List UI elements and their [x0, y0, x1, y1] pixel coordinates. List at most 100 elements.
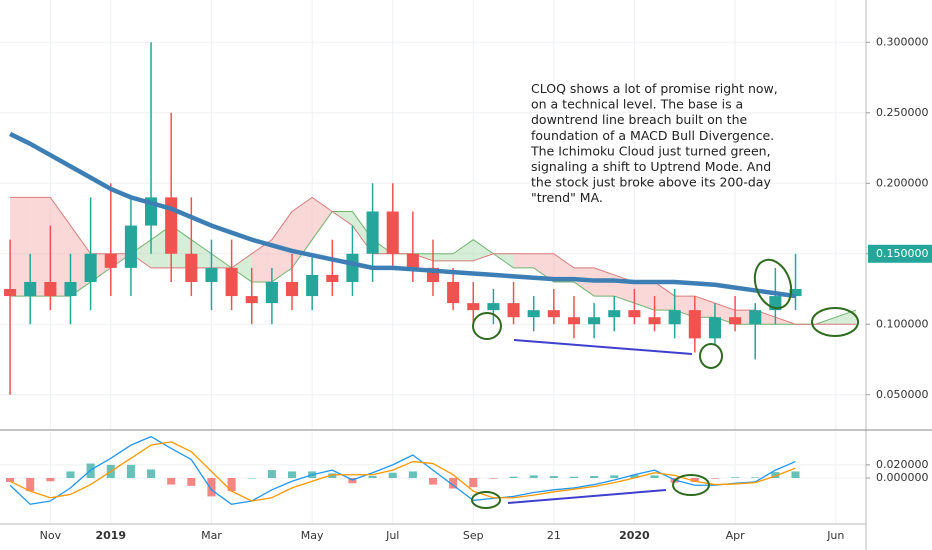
candle-body: [185, 253, 198, 282]
histogram-bar: [227, 478, 236, 492]
candle-body: [729, 317, 742, 325]
candle-body: [104, 253, 117, 268]
histogram-bar: [710, 478, 719, 479]
y-tick-label: 0.200000: [876, 176, 929, 189]
drawings: [471, 258, 859, 509]
last-price-badge: [868, 244, 932, 263]
histogram-bar: [569, 476, 579, 478]
annotation-line: The Ichimoku Cloud just turned green,: [530, 143, 771, 158]
x-tick-label: Jul: [385, 529, 399, 542]
x-tick-label: Sep: [463, 529, 484, 542]
annotation-line: on a technical level. The base is a: [531, 97, 743, 112]
histogram-bar: [630, 474, 639, 478]
candle-body: [306, 274, 319, 297]
histogram-bar: [449, 478, 458, 489]
x-tick-label: 2020: [619, 529, 650, 542]
grid: [0, 0, 866, 524]
axes: 0.050000 0.100000 0.150000 0.200000 0.250000…: [40, 35, 932, 542]
trend-line: [513, 339, 693, 355]
cloud-segment: [533, 253, 554, 282]
histogram-bar: [771, 472, 780, 478]
histogram-bar: [751, 477, 760, 478]
histogram-bar: [469, 478, 478, 488]
moving-average: [9, 131, 796, 299]
cloud-segment: [453, 239, 474, 261]
candle-body: [507, 303, 520, 318]
highlight-ellipse: [472, 312, 502, 340]
cloud-segment: [211, 253, 232, 268]
trend-line: [507, 489, 667, 504]
histogram-bar: [368, 476, 377, 478]
histogram-bar: [328, 473, 337, 478]
cloud-segment: [292, 197, 313, 268]
histogram-bar: [731, 477, 740, 478]
histogram-bar: [46, 478, 55, 482]
histogram-bar: [348, 478, 357, 484]
cloud-segment: [473, 239, 494, 261]
annotation-line: "trend" MA.: [531, 190, 603, 205]
candle-body: [326, 274, 339, 282]
highlight-ellipse: [753, 258, 793, 310]
candle-body: [225, 267, 238, 297]
histogram-bar: [187, 478, 196, 486]
histogram-bar: [791, 471, 800, 478]
x-tick-label: Mar: [201, 529, 222, 542]
candle-body: [467, 303, 480, 311]
macd-line: [9, 435, 796, 505]
plot: [0, 0, 866, 524]
cloud-segment: [553, 253, 574, 282]
histogram-bar: [167, 478, 176, 485]
highlight-ellipse: [471, 491, 501, 509]
histogram-bar: [549, 476, 558, 478]
cloud-segment: [634, 281, 655, 311]
last-price-label: 0.150000: [876, 247, 929, 260]
annotation-line: signaling a shift to Uptrend Mode. And: [531, 159, 771, 174]
annotation-line: CLOQ shows a lot of promise right now,: [531, 81, 778, 96]
cloud-segment: [312, 197, 333, 240]
histogram-bar: [388, 472, 397, 478]
histogram-bar: [66, 471, 75, 478]
y-tick-label: 0.000000: [876, 471, 929, 484]
candle-body: [205, 267, 218, 282]
marks: [4, 42, 802, 505]
candle-body: [245, 296, 258, 304]
cloud-segment: [654, 281, 675, 311]
histogram-bar: [529, 475, 538, 478]
y-tick-label: 0.100000: [876, 317, 929, 330]
highlight-ellipse: [811, 307, 859, 337]
histogram-bar: [6, 478, 15, 482]
candle-body: [668, 310, 681, 325]
x-tick-label: Nov: [40, 529, 62, 542]
histogram-bar: [428, 478, 438, 485]
y-tick-label: 0.020000: [876, 458, 929, 471]
candle-body: [386, 211, 399, 254]
candle-body: [285, 281, 299, 297]
cloud-segment: [50, 197, 71, 297]
candle-body: [366, 211, 379, 254]
candle-body: [265, 281, 278, 304]
histogram-bar: [126, 464, 135, 478]
candle-body: [84, 253, 97, 282]
histogram-bar: [509, 476, 518, 478]
candle-body: [628, 310, 641, 318]
annotation-line: the stock just broke above its 200-day: [531, 175, 771, 190]
histogram-bar: [267, 470, 276, 478]
histogram-bar: [207, 478, 216, 497]
histogram-bar: [489, 478, 498, 479]
cloud-segment: [835, 310, 856, 325]
x-tick-label: Jun: [826, 529, 844, 542]
candle-body: [688, 310, 701, 339]
y-tick-label: 0.050000: [876, 388, 929, 401]
candle-body: [346, 253, 359, 282]
cloud-segment: [130, 239, 152, 268]
candle-body: [124, 225, 137, 268]
histogram-bar: [590, 476, 599, 478]
x-tick-label: 21: [547, 529, 561, 542]
candle-body: [487, 303, 500, 311]
cloud-segment: [513, 253, 534, 268]
candle-body: [608, 310, 621, 318]
highlight-ellipse: [672, 474, 710, 496]
candle-body: [406, 253, 419, 268]
candle-body: [588, 317, 601, 325]
